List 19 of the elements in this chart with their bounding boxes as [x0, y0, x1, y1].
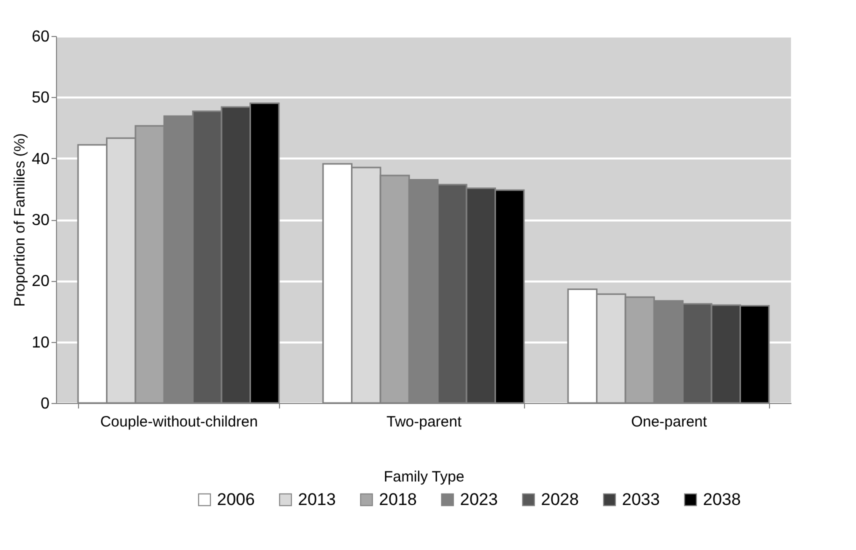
y-tick-label: 20	[32, 273, 50, 290]
y-tick-label: 40	[32, 150, 50, 168]
x-tick-label: Couple-without-children	[100, 414, 258, 430]
legend-label: 2023	[460, 490, 498, 509]
x-axis-title: Family Type	[384, 468, 464, 486]
legend-label: 2033	[622, 490, 660, 509]
y-tick-label: 10	[32, 334, 50, 352]
legend-label: 2013	[298, 490, 336, 509]
y-axis-title: Proportion of Families (%)	[12, 133, 29, 307]
y-tick-label: 0	[40, 396, 50, 412]
y-tick-label: 60	[32, 28, 50, 46]
x-tick-label: Two-parent	[386, 414, 462, 430]
x-tick-label: One-parent	[631, 414, 708, 430]
legend-label: 2028	[541, 490, 579, 509]
legend-label: 2038	[703, 490, 741, 509]
y-tick-label: 50	[32, 90, 50, 107]
legend-label: 2006	[217, 490, 255, 509]
legend-label: 2018	[379, 490, 417, 509]
y-tick-label: 30	[32, 212, 50, 229]
